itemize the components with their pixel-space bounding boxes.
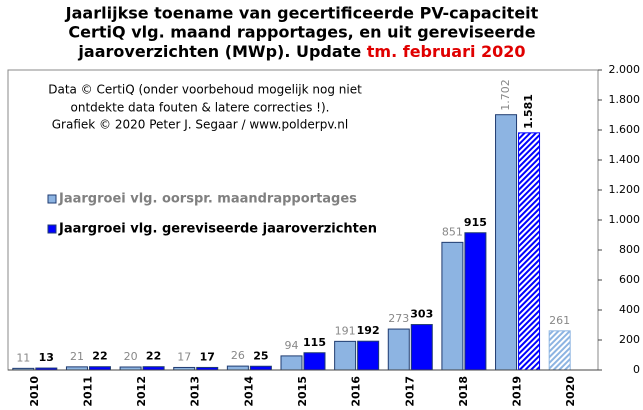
- value-label: 22: [92, 350, 107, 363]
- x-tick-label: 2014: [242, 376, 255, 407]
- bar: [226, 365, 249, 371]
- value-label: 25: [253, 349, 268, 362]
- y-tick-label: 0: [633, 363, 640, 376]
- bar: [334, 340, 357, 371]
- y-tick-label: 1.800: [609, 93, 641, 106]
- y-tick-label: 200: [619, 333, 640, 346]
- value-label: 915: [464, 216, 487, 229]
- value-label: 22: [146, 350, 161, 363]
- value-label: 192: [357, 324, 380, 337]
- value-label: 11: [16, 351, 30, 364]
- value-label: 94: [285, 339, 299, 352]
- value-label: 851: [442, 225, 463, 238]
- y-tick-label: 2.000: [609, 63, 641, 76]
- value-label: 21: [70, 350, 84, 363]
- value-label: 17: [200, 350, 215, 363]
- annotation: Grafiek © 2020 Peter J. Segaar / www.pol…: [52, 118, 349, 132]
- value-label: 261: [549, 314, 570, 327]
- chart-title: jaaroverzichten (MWp). Update tm. februa…: [77, 42, 525, 61]
- bar: [387, 328, 410, 371]
- chart-title-highlight: tm. februari 2020: [367, 42, 526, 61]
- bar: [548, 330, 571, 371]
- annotation: Data © CertiQ (onder voorbehoud mogelijk…: [48, 83, 362, 97]
- value-label: 17: [177, 350, 191, 363]
- legend-swatch: [47, 194, 57, 204]
- bar: [357, 340, 380, 371]
- annotation: ontdekte data fouten & latere correcties…: [71, 101, 330, 115]
- value-label: 1.702: [499, 79, 512, 110]
- x-tick-label: 2015: [296, 376, 309, 407]
- x-tick-label: 2016: [350, 376, 363, 407]
- x-tick-label: 2020: [564, 376, 577, 407]
- value-label: 273: [388, 312, 409, 325]
- bar: [280, 355, 303, 371]
- y-tick-label: 400: [619, 303, 640, 316]
- x-tick-label: 2013: [189, 376, 202, 407]
- x-tick-label: 2017: [403, 376, 416, 407]
- legend-swatch: [47, 224, 57, 234]
- x-tick-label: 2012: [135, 376, 148, 407]
- chart-title: Jaarlijkse toename van gecertificeerde P…: [65, 4, 539, 23]
- y-tick-label: 800: [619, 243, 640, 256]
- value-label: 26: [231, 349, 245, 362]
- legend-label: Jaargroei vlg. gereviseerde jaaroverzich…: [58, 222, 377, 237]
- value-label: 303: [410, 308, 433, 321]
- value-label: 13: [39, 351, 54, 364]
- y-tick-label: 1.200: [609, 183, 641, 196]
- bar: [518, 132, 541, 371]
- bar: [441, 241, 464, 371]
- bar: [303, 352, 326, 371]
- chart-title: CertiQ vlg. maand rapportages, en uit ge…: [68, 23, 535, 42]
- bar: [464, 232, 487, 371]
- y-tick-label: 1.400: [609, 153, 641, 166]
- x-tick-label: 2010: [28, 376, 41, 407]
- y-tick-label: 1.600: [609, 123, 641, 136]
- x-tick-label: 2018: [457, 376, 470, 407]
- bar: [410, 324, 433, 371]
- value-label: 115: [303, 336, 326, 349]
- bar: [495, 114, 518, 371]
- bar: [249, 365, 272, 371]
- legend-label: Jaargroei vlg. oorspr. maandrapportages: [58, 192, 357, 207]
- value-label: 1.581: [522, 94, 535, 129]
- value-label: 20: [124, 350, 138, 363]
- value-label: 191: [335, 324, 356, 337]
- y-tick-label: 600: [619, 273, 640, 286]
- y-tick-label: 1.000: [609, 213, 641, 226]
- chart-title-part: jaaroverzichten (MWp). Update: [77, 42, 361, 61]
- x-tick-label: 2019: [511, 376, 524, 407]
- x-tick-label: 2011: [81, 376, 94, 407]
